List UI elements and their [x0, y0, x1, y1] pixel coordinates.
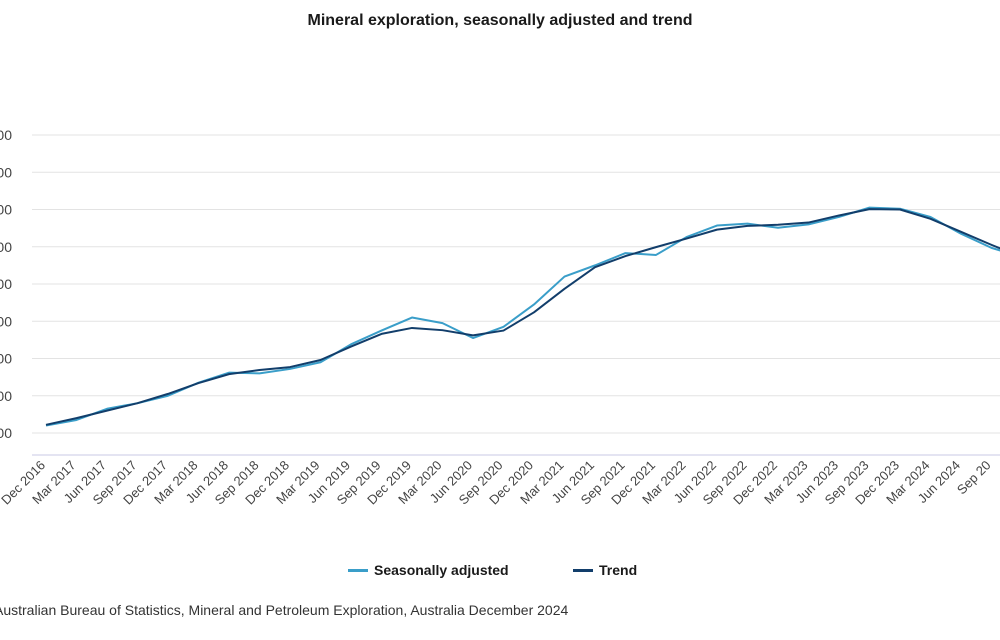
y-tick-label: 00	[0, 388, 12, 404]
source-note: Australian Bureau of Statistics, Mineral…	[0, 602, 569, 618]
series-lines	[45, 206, 1000, 427]
legend-item-seasonally-adjusted[interactable]: Seasonally adjusted	[348, 562, 509, 578]
legend-item-trend[interactable]: Trend	[573, 562, 637, 578]
series-line-trend[interactable]	[45, 208, 1000, 426]
chart-title: Mineral exploration, seasonally adjusted…	[307, 12, 693, 29]
series-line-seasonally-adjusted[interactable]	[45, 206, 1000, 427]
x-tick-label: Sep 20	[954, 458, 994, 498]
legend: Seasonally adjusted Trend	[0, 562, 1000, 582]
gridlines	[32, 134, 1000, 434]
y-tick-label: 00	[0, 313, 12, 329]
y-tick-label: 00	[0, 351, 12, 367]
y-tick-label: 00	[0, 425, 12, 441]
y-tick-label: 00	[0, 164, 12, 180]
legend-label-trend: Trend	[599, 562, 638, 578]
y-tick-label: 00	[0, 239, 12, 255]
y-axis-tick-labels: 00 00 00 00 00 00 00 00 00	[0, 127, 12, 441]
y-tick-label: 00	[0, 276, 12, 292]
y-tick-label: 00	[0, 127, 12, 143]
legend-swatch-trend	[573, 568, 593, 572]
legend-label-seasonally-adjusted: Seasonally adjusted	[374, 562, 509, 578]
legend-swatch-seasonally-adjusted	[348, 568, 368, 572]
y-tick-label: 00	[0, 202, 12, 218]
